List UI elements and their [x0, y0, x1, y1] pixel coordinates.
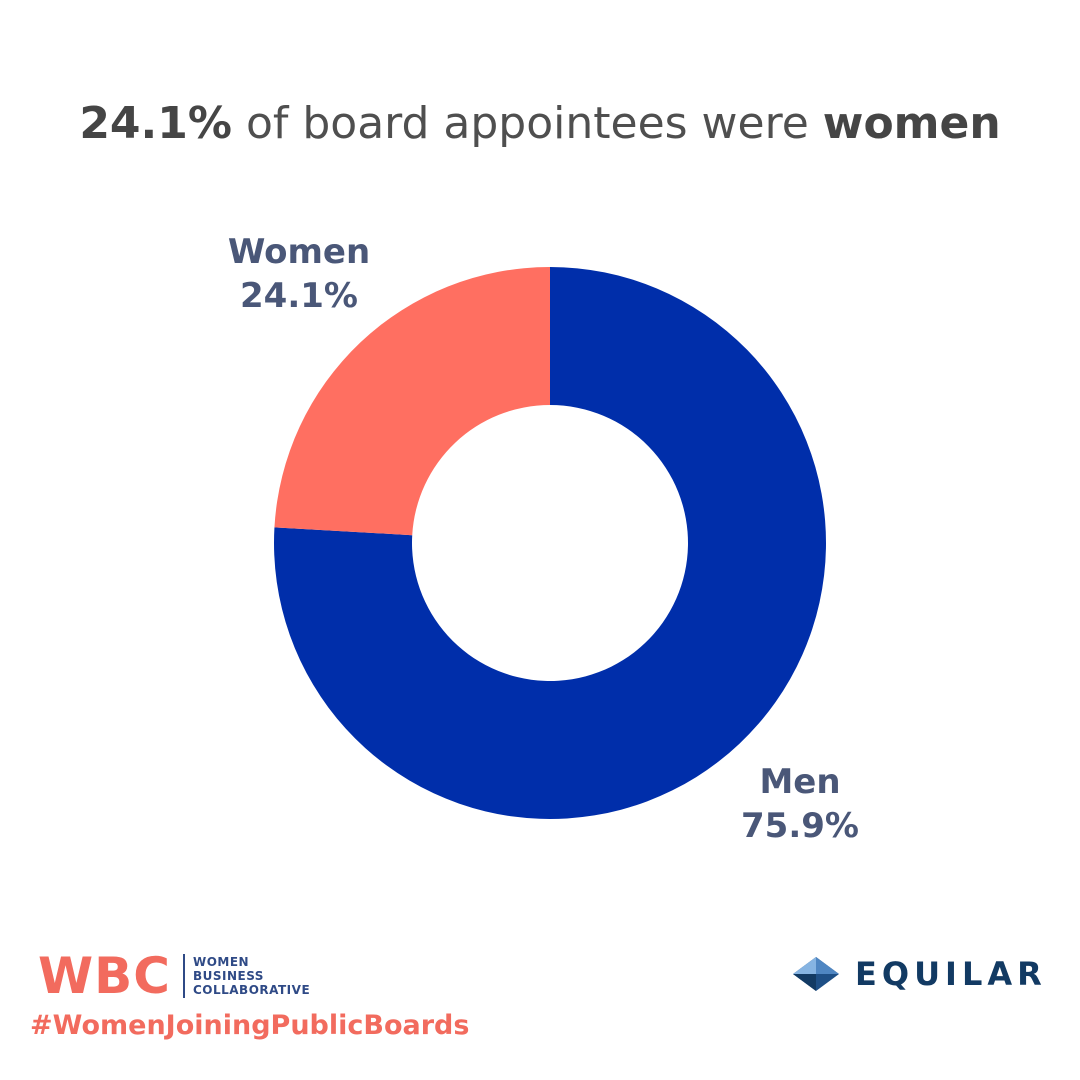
chart-title: 24.1% of board appointees were women — [0, 98, 1080, 149]
title-value: 24.1% — [79, 98, 232, 149]
equilar-wordmark: EQUILAR — [855, 955, 1047, 993]
title-subject: women — [822, 98, 1001, 149]
slice-men — [274, 267, 827, 820]
wbc-divider — [182, 954, 185, 998]
men-label-name: Men — [759, 762, 841, 802]
hashtag: #WomenJoiningPublicBoards — [30, 1010, 470, 1041]
title-middle: of board appointees were — [231, 98, 823, 149]
wbc-line-1: WOMEN — [192, 955, 250, 969]
women-slice-label: Women 24.1% — [215, 230, 383, 318]
wbc-line-2: BUSINESS — [192, 969, 264, 983]
slice-women — [274, 267, 550, 536]
men-slice-label: Men 75.9% — [720, 760, 880, 848]
equilar-logo: EQUILAR — [793, 955, 1047, 993]
women-label-value: 24.1% — [240, 276, 358, 316]
women-label-name: Women — [227, 232, 371, 272]
wbc-logo: WBC WOMEN BUSINESS COLLABORATIVE — [38, 950, 310, 1002]
wbc-line-3: COLLABORATIVE — [192, 983, 311, 997]
wbc-wordmark: WOMEN BUSINESS COLLABORATIVE — [193, 955, 310, 997]
wbc-letters: WBC — [38, 947, 171, 1005]
equilar-diamond-icon — [793, 957, 839, 991]
men-label-value: 75.9% — [741, 806, 859, 846]
